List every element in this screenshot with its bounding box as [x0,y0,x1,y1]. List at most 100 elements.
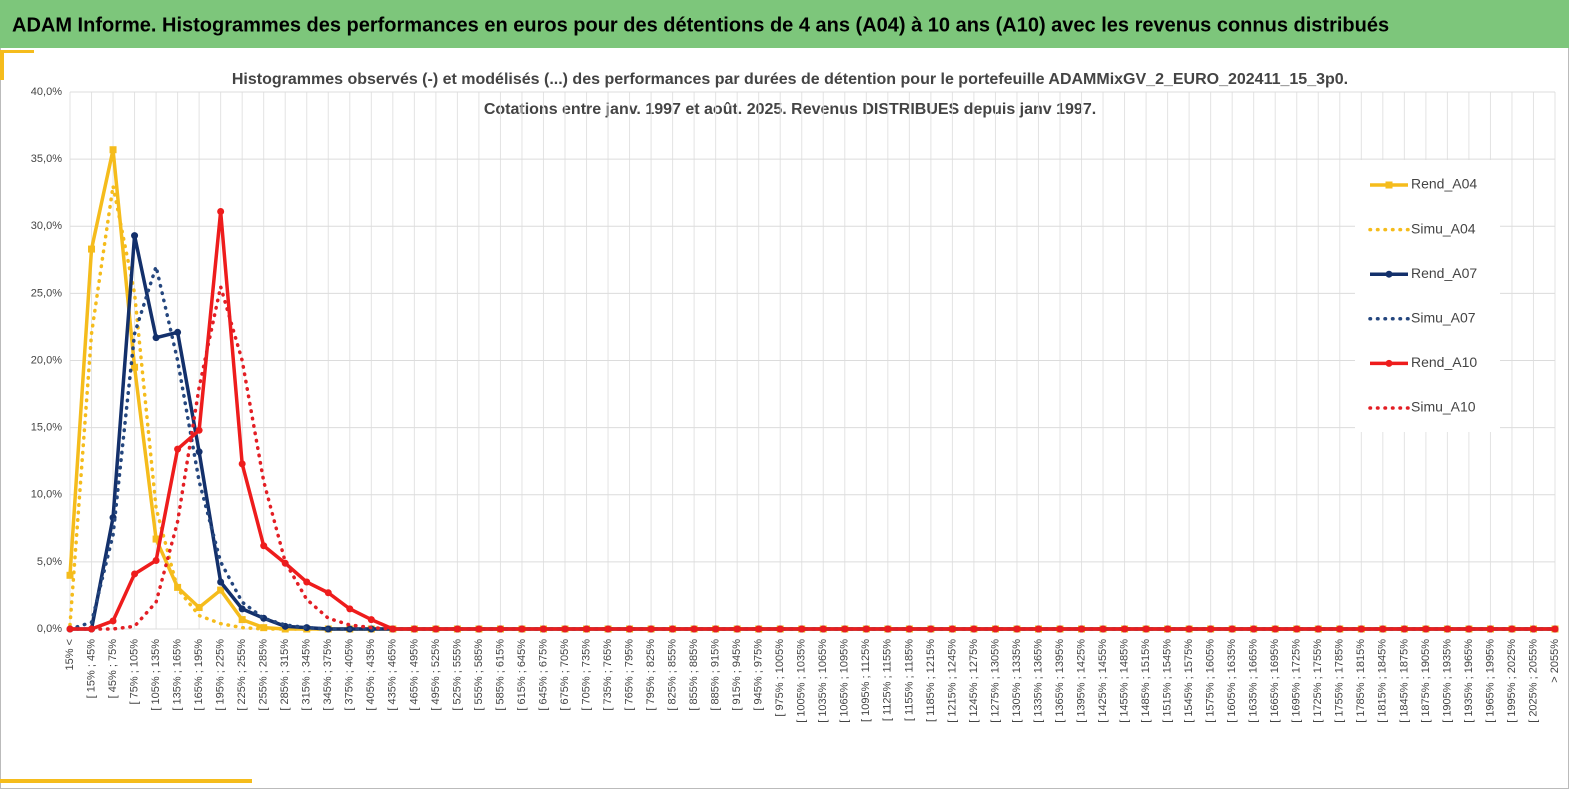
y-tick-label: 5,0% [37,556,62,568]
accent [0,50,4,80]
x-tick-label: [ 285% ; 315% [279,639,291,711]
marker [1271,625,1279,633]
x-tick-label: [ 1005% ; 1035% [796,639,808,723]
x-tick-label: [ 315% ; 345% [301,639,313,711]
x-tick-label: [ 705% ; 735% [580,639,592,711]
x-tick-label: [ 15% ; 45% [85,639,97,699]
chart-subtitle: Cotations entre janv. 1997 et août. 2025… [484,101,1096,118]
y-tick-label: 25,0% [31,287,62,299]
y-tick-label: 35,0% [31,153,62,165]
x-tick-label: [ 2025% ; 2055% [1527,639,1539,723]
marker [88,245,96,253]
y-tick-label: 15,0% [31,422,62,434]
marker [626,625,634,633]
marker [776,625,784,633]
x-tick-label: [ 945% ; 975% [753,639,765,711]
marker [174,328,182,336]
x-tick-label: > 2055% [1549,639,1561,683]
x-tick-label: [ 1185% ; 1215% [925,639,937,722]
x-tick-label: [ 465% ; 495% [408,639,420,711]
marker [453,625,461,633]
marker [604,625,612,633]
x-tick-label: [ 1125% ; 1155% [882,639,894,721]
marker [131,363,139,371]
marker [217,586,225,594]
legend-label: Simu_A07 [1411,310,1476,326]
marker [174,445,182,453]
x-tick-label: [ 1515% ; 1545% [1162,639,1174,723]
marker [152,557,160,565]
x-tick-label: [ 645% ; 675% [537,639,549,711]
marker [970,625,978,633]
x-tick-label: [ 75% ; 105% [128,639,140,705]
x-tick-label: [ 885% ; 915% [710,639,722,711]
header-bar [0,0,1569,48]
x-tick-label: [ 1635% ; 1665% [1248,639,1260,723]
marker [1385,359,1393,367]
marker [260,624,268,632]
x-tick-label: [ 1335% ; 1365% [1032,639,1044,723]
legend-box [1355,160,1500,432]
x-tick-label: [ 1065% ; 1095% [839,639,851,723]
x-tick-label: [ 765% ; 795% [623,639,635,711]
x-tick-label: [ 915% ; 945% [731,639,743,711]
x-tick-label: [ 1905% ; 1935% [1441,639,1453,723]
marker [647,625,655,633]
legend-label: Rend_A04 [1411,176,1477,192]
x-tick-label: [ 1545% ; 1575% [1183,639,1195,723]
y-tick-label: 10,0% [31,489,62,501]
marker [195,426,203,434]
marker [1465,625,1473,633]
marker [217,207,225,215]
x-tick-label: [ 555% ; 585% [473,639,485,711]
x-tick-label: [ 195% ; 225% [215,639,227,711]
marker [1422,625,1430,633]
marker [238,616,246,624]
accent [0,50,34,53]
x-tick-label: [ 1095% ; 1125% [860,639,872,722]
marker [1443,625,1451,633]
marker [1099,625,1107,633]
marker [991,625,999,633]
marker [475,625,483,633]
marker [195,604,203,612]
x-tick-label: [ 1695% ; 1725% [1291,639,1303,723]
x-tick-label: [ 1995% ; 2025% [1506,639,1518,723]
chart-title: Histogrammes observés (-) et modélisés (… [232,71,1348,88]
x-tick-label: [ 615% ; 645% [516,639,528,711]
x-tick-label: [ 1485% ; 1515% [1140,639,1152,723]
marker [1385,270,1393,278]
marker [1551,625,1559,633]
marker [948,625,956,633]
x-tick-label: 15% < [64,639,76,671]
marker [260,542,268,550]
x-tick-label: [ 495% ; 525% [430,639,442,711]
x-tick-label: [ 1665% ; 1695% [1269,639,1281,723]
x-tick-label: [ 1275% ; 1305% [989,639,1001,723]
x-tick-label: [ 1965% ; 1995% [1484,639,1496,723]
marker [1121,625,1129,633]
marker [927,625,935,633]
x-tick-label: [ 1425% ; 1455% [1097,639,1109,723]
marker [1142,625,1150,633]
legend-label: Rend_A07 [1411,265,1477,281]
x-tick-label: [ 1935% ; 1965% [1463,639,1475,723]
accent [0,779,252,783]
marker [109,617,117,625]
marker [109,146,117,154]
x-tick-label: [ 1605% ; 1635% [1226,639,1238,723]
x-tick-label: [ 1755% ; 1785% [1334,639,1346,723]
marker [1486,625,1494,633]
marker [1293,625,1301,633]
x-tick-label: [ 105% ; 135% [150,639,162,711]
x-tick-label: [ 525% ; 555% [451,639,463,711]
marker [303,578,311,586]
x-tick-label: [ 1785% ; 1815% [1355,639,1367,723]
marker [496,625,504,633]
marker [238,460,246,468]
x-tick-label: [ 825% ; 855% [667,639,679,711]
marker [152,535,160,543]
marker [819,625,827,633]
x-tick-label: [ 435% ; 465% [387,639,399,711]
